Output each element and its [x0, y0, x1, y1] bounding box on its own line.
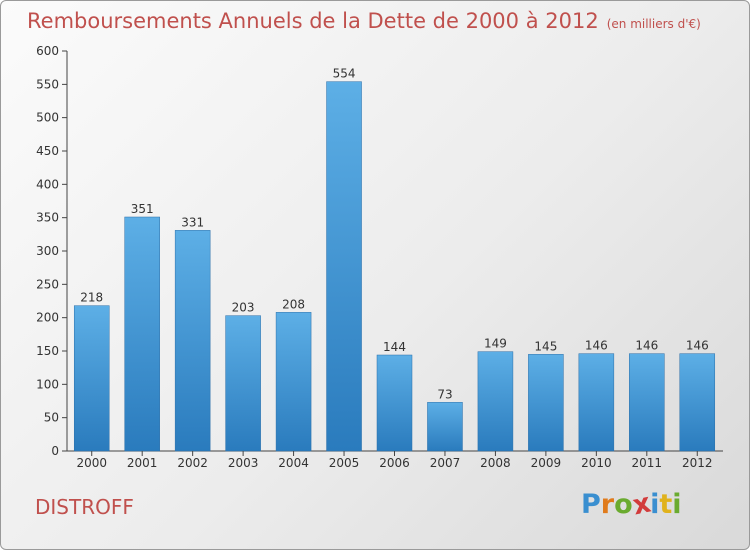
y-tick-label: 50	[44, 411, 59, 425]
data-label: 218	[80, 291, 103, 305]
bar-chart: 0 50 100 150 200 250 300 350 400 450 500 550 600 218 2…	[36, 44, 723, 470]
x-tick-label: 2011	[632, 456, 663, 470]
y-tick-label: 0	[51, 444, 59, 458]
logo-letter: i	[672, 489, 682, 520]
bar	[275, 312, 312, 452]
chart-title-text: Remboursements Annuels de la Dette de 20…	[27, 9, 599, 33]
x-tick-label: 2005	[329, 456, 360, 470]
x-tick-label: 2006	[379, 456, 410, 470]
proxiti-logo: Proxiti	[581, 488, 682, 522]
bar	[477, 351, 514, 452]
y-tick-label: 450	[36, 144, 59, 158]
bar	[73, 305, 110, 452]
bar	[528, 354, 564, 452]
logo-letter: o	[614, 489, 633, 520]
logo-letter: P	[581, 489, 601, 520]
y-tick-label: 350	[36, 211, 59, 225]
bar	[679, 353, 716, 452]
x-tick-label: 2009	[531, 456, 562, 470]
data-label: 203	[232, 301, 255, 315]
x-tick-label: 2001	[127, 456, 158, 470]
data-label: 331	[181, 215, 204, 229]
y-tick-label: 400	[36, 177, 59, 191]
bar	[124, 216, 160, 452]
y-tick-label: 550	[36, 77, 59, 91]
bar	[225, 315, 261, 452]
chart-title: Remboursements Annuels de la Dette de 20…	[27, 9, 701, 33]
bar	[578, 353, 615, 452]
data-label: 146	[635, 339, 658, 353]
x-tick-label: 2003	[228, 456, 259, 470]
logo-letter: i	[650, 489, 660, 520]
y-tick-label: 250	[36, 277, 59, 291]
x-tick-label: 2010	[581, 456, 612, 470]
y-tick-label: 600	[36, 44, 59, 58]
town-name: DISTROFF	[35, 495, 134, 519]
bar	[376, 354, 413, 452]
y-tick-label: 300	[36, 244, 59, 258]
data-label: 146	[686, 339, 709, 353]
data-label: 146	[585, 339, 608, 353]
chart-subtitle: (en milliers d'€)	[606, 17, 701, 31]
x-tick-label: 2000	[76, 456, 107, 470]
y-tick-label: 200	[36, 311, 59, 325]
logo-letter: t	[659, 489, 673, 520]
bar	[427, 402, 463, 452]
y-tick-label: 100	[36, 377, 59, 391]
y-tick-label: 500	[36, 111, 59, 125]
bar	[174, 230, 211, 452]
bar	[629, 353, 665, 452]
logo-letter: r	[600, 489, 615, 520]
data-label: 208	[282, 297, 305, 311]
x-tick-label: 2007	[430, 456, 461, 470]
data-label: 145	[534, 339, 557, 353]
y-tick-label: 150	[36, 344, 59, 358]
data-label: 73	[437, 387, 452, 401]
x-tick-label: 2002	[177, 456, 208, 470]
x-tick-label: 2012	[682, 456, 713, 470]
data-label: 144	[383, 340, 406, 354]
x-tick-label: 2008	[480, 456, 511, 470]
bar	[326, 81, 362, 452]
data-label: 351	[131, 202, 154, 216]
data-label: 554	[333, 67, 356, 81]
data-label: 149	[484, 337, 507, 351]
x-tick-label: 2004	[278, 456, 309, 470]
